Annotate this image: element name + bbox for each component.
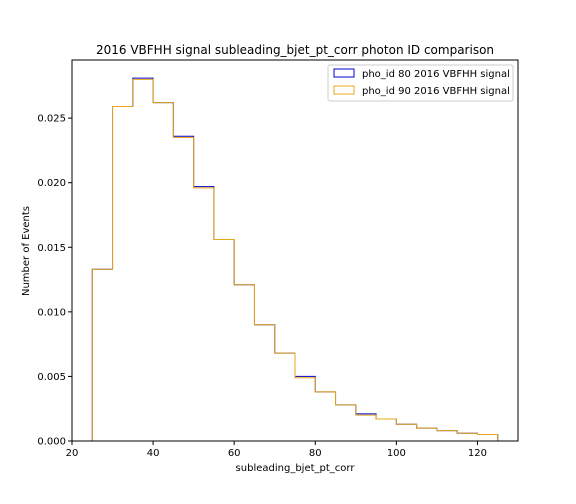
y-tick-label: 0.005 [37,372,66,383]
legend-label-pho-id-80: pho_id 80 2016 VBFHH signal [362,69,510,80]
x-tick-label: 60 [228,448,241,459]
legend: pho_id 80 2016 VBFHH signal pho_id 90 20… [327,64,514,102]
legend-frame [327,64,514,102]
x-tick-label: 80 [309,448,322,459]
plot-area: 20 40 60 80 100 120 0.000 0.005 0.010 0.015 0.020… [37,59,519,459]
y-tick-label: 0.020 [37,178,66,189]
x-axis-ticks: 20 40 60 80 100 120 [66,441,487,459]
y-tick-label: 0.015 [37,243,66,254]
x-axis-label: subleading_bjet_pt_corr [236,463,356,474]
y-tick-label: 0.000 [37,437,66,448]
y-axis-label: Number of Events [21,206,32,296]
x-tick-label: 20 [66,448,79,459]
legend-swatch-pho-id-90 [333,85,355,95]
y-axis-ticks: 0.000 0.005 0.010 0.015 0.020 0.025 [37,114,72,448]
legend-swatch-pho-id-80 [333,68,355,78]
x-tick-label: 100 [387,448,406,459]
legend-label-pho-id-90: pho_id 90 2016 VBFHH signal [362,86,510,97]
series-line-0 [91,77,499,441]
plot-frame [71,59,519,442]
chart-title: 2016 VBFHH signal subleading_bjet_pt_cor… [96,43,494,57]
series-line-1 [91,78,499,441]
series-layer [91,77,499,441]
x-tick-label: 120 [468,448,487,459]
y-tick-label: 0.025 [37,114,66,125]
x-tick-label: 40 [147,448,160,459]
y-tick-label: 0.010 [37,307,66,318]
